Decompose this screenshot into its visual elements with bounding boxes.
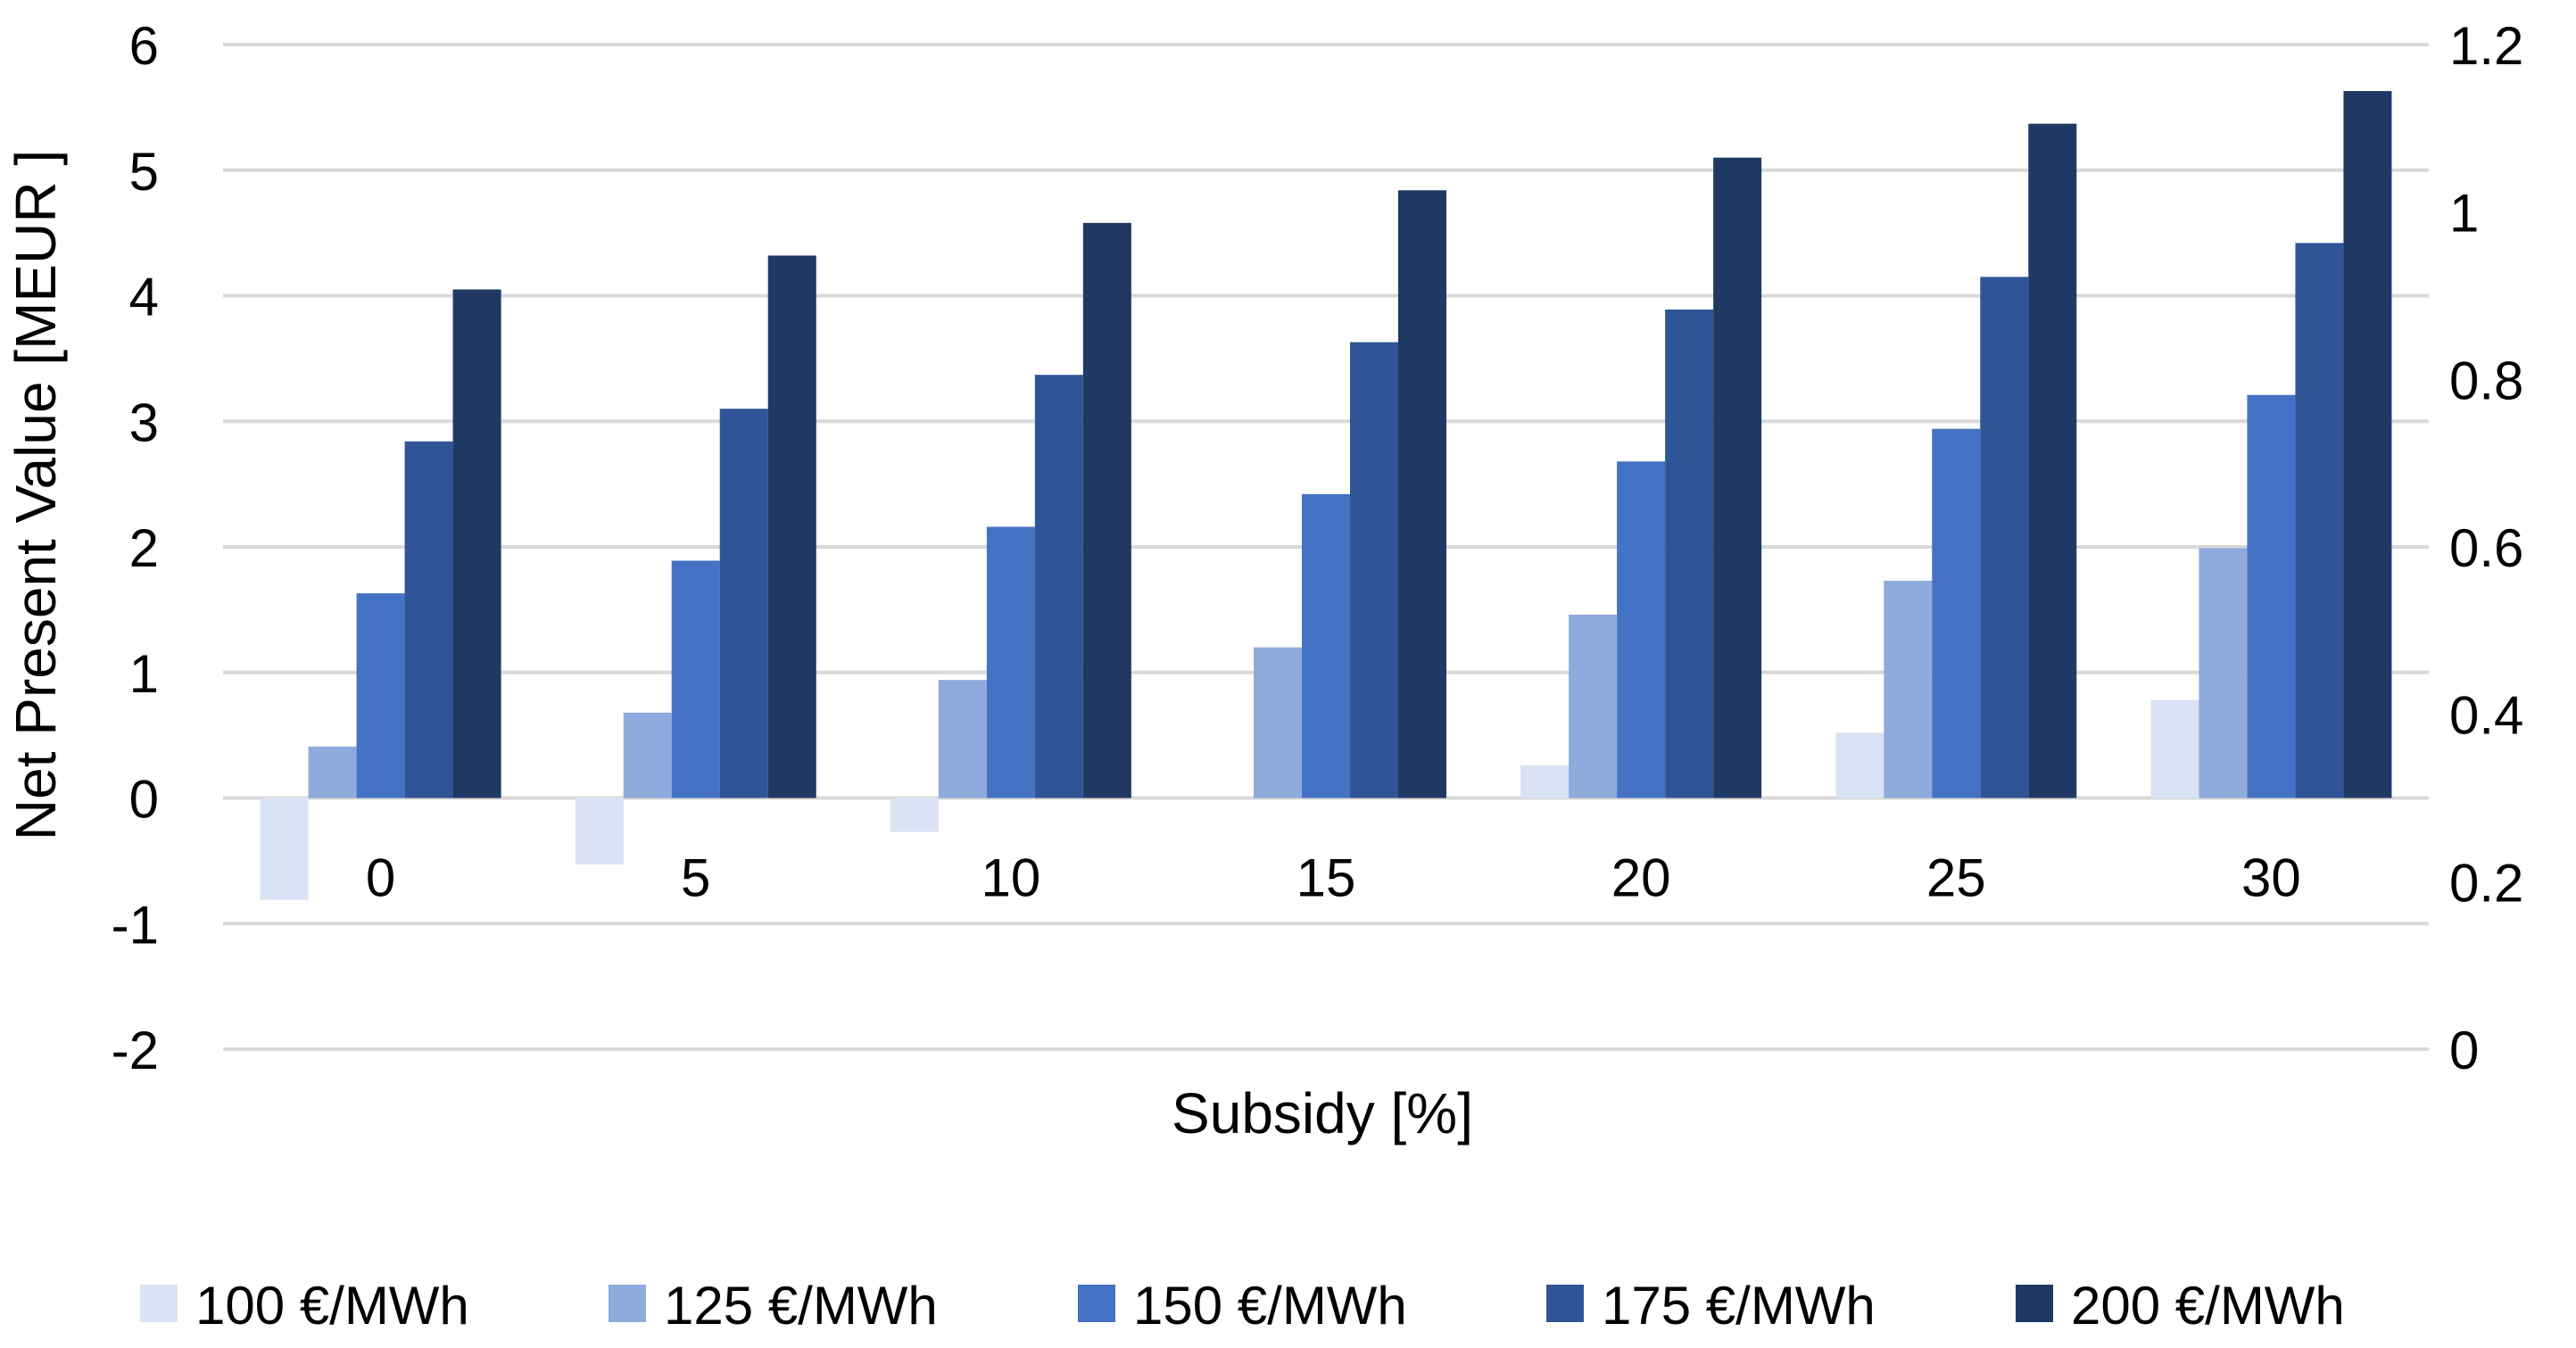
bar bbox=[623, 712, 672, 798]
x-axis-ticks: 0 5 10 15 20 25 30 bbox=[366, 848, 2301, 908]
y-tick-label: 3 bbox=[129, 393, 159, 452]
x-tick-label: 25 bbox=[1926, 848, 1986, 908]
y2-tick-label: 0.6 bbox=[2449, 518, 2523, 578]
bar bbox=[260, 798, 309, 900]
legend-label: 150 €/MWh bbox=[1133, 1276, 1407, 1336]
legend-swatch bbox=[609, 1285, 646, 1322]
bar bbox=[575, 798, 624, 865]
x-tick-label: 20 bbox=[1611, 848, 1671, 908]
y2-tick-label: 1.2 bbox=[2449, 16, 2523, 76]
bar bbox=[938, 680, 987, 798]
bar bbox=[986, 526, 1035, 798]
y-tick-label: 1 bbox=[129, 644, 159, 704]
bar bbox=[671, 560, 720, 798]
bar bbox=[1884, 581, 1933, 798]
bar bbox=[1302, 493, 1350, 798]
bar bbox=[1520, 765, 1570, 798]
y-axis-ticks: -2 -1 0 1 2 3 4 5 6 bbox=[112, 16, 159, 1080]
bar bbox=[1254, 647, 1302, 798]
bar bbox=[890, 798, 939, 832]
bar bbox=[1569, 615, 1618, 798]
x-tick-label: 15 bbox=[1296, 848, 1356, 908]
bar bbox=[1350, 342, 1398, 798]
x-tick-label: 30 bbox=[2241, 848, 2301, 908]
y-tick-label: 6 bbox=[129, 16, 159, 76]
bar bbox=[356, 593, 405, 798]
x-axis-title: Subsidy [%] bbox=[1172, 1081, 1473, 1145]
y2-tick-label: 0.4 bbox=[2449, 686, 2523, 746]
y-tick-label: 5 bbox=[129, 142, 159, 202]
bar bbox=[719, 409, 768, 798]
bar bbox=[2028, 123, 2077, 798]
bar bbox=[767, 255, 816, 798]
y2-tick-label: 0 bbox=[2449, 1021, 2479, 1080]
bar bbox=[1665, 309, 1714, 798]
legend-label: 175 €/MWh bbox=[1602, 1276, 1876, 1336]
legend: 100 €/MWh 125 €/MWh 150 €/MWh 175 €/MWh 200 … bbox=[140, 1276, 2345, 1336]
y2-tick-label: 0.8 bbox=[2449, 351, 2523, 410]
bar bbox=[452, 289, 501, 798]
y2-tick-label: 1 bbox=[2449, 184, 2479, 244]
legend-label: 125 €/MWh bbox=[664, 1276, 938, 1336]
y2-tick-label: 0.2 bbox=[2449, 853, 2523, 913]
bar bbox=[2247, 394, 2296, 798]
bar bbox=[1932, 428, 1981, 798]
bar bbox=[1617, 461, 1666, 798]
y-tick-label: 2 bbox=[129, 518, 159, 578]
x-tick-label: 10 bbox=[981, 848, 1040, 908]
bar bbox=[308, 746, 357, 798]
legend-label: 100 €/MWh bbox=[195, 1276, 469, 1336]
y-tick-label: -1 bbox=[112, 895, 159, 955]
bar bbox=[1398, 190, 1446, 798]
bar bbox=[404, 441, 453, 798]
legend-swatch bbox=[1546, 1285, 1584, 1322]
bar bbox=[1082, 222, 1131, 798]
bar bbox=[2343, 91, 2392, 798]
bar bbox=[2199, 548, 2248, 798]
x-tick-label: 0 bbox=[366, 848, 395, 908]
y-tick-label: 0 bbox=[129, 770, 159, 830]
legend-label: 200 €/MWh bbox=[2071, 1276, 2345, 1336]
bar bbox=[1713, 157, 1762, 798]
legend-swatch bbox=[140, 1285, 178, 1322]
bar bbox=[1034, 375, 1083, 798]
x-tick-label: 5 bbox=[681, 848, 710, 908]
legend-swatch bbox=[1078, 1285, 1115, 1322]
bar bbox=[1980, 277, 2029, 798]
y-tick-label: 4 bbox=[129, 268, 159, 327]
y2-axis-ticks: 0 0.2 0.4 0.6 0.8 1 1.2 bbox=[2449, 16, 2523, 1080]
bar bbox=[2150, 699, 2199, 798]
bar bbox=[1835, 732, 1884, 798]
bars bbox=[260, 91, 2392, 900]
bar bbox=[2295, 243, 2344, 798]
y-tick-label: -2 bbox=[112, 1021, 159, 1080]
legend-swatch bbox=[2016, 1285, 2053, 1322]
y-axis-title: Net Present Value [MEUR ] bbox=[4, 150, 68, 840]
